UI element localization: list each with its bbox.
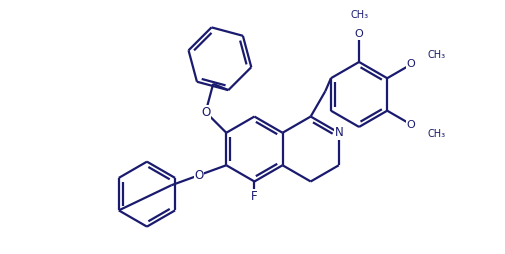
Text: O: O [194, 169, 203, 182]
Text: O: O [406, 119, 415, 130]
Text: F: F [250, 190, 257, 203]
Text: N: N [334, 126, 342, 139]
Text: O: O [200, 106, 210, 119]
Text: CH₃: CH₃ [427, 50, 445, 60]
Text: O: O [354, 29, 363, 39]
Text: CH₃: CH₃ [349, 10, 368, 20]
Text: CH₃: CH₃ [427, 129, 445, 139]
Text: O: O [406, 59, 415, 69]
